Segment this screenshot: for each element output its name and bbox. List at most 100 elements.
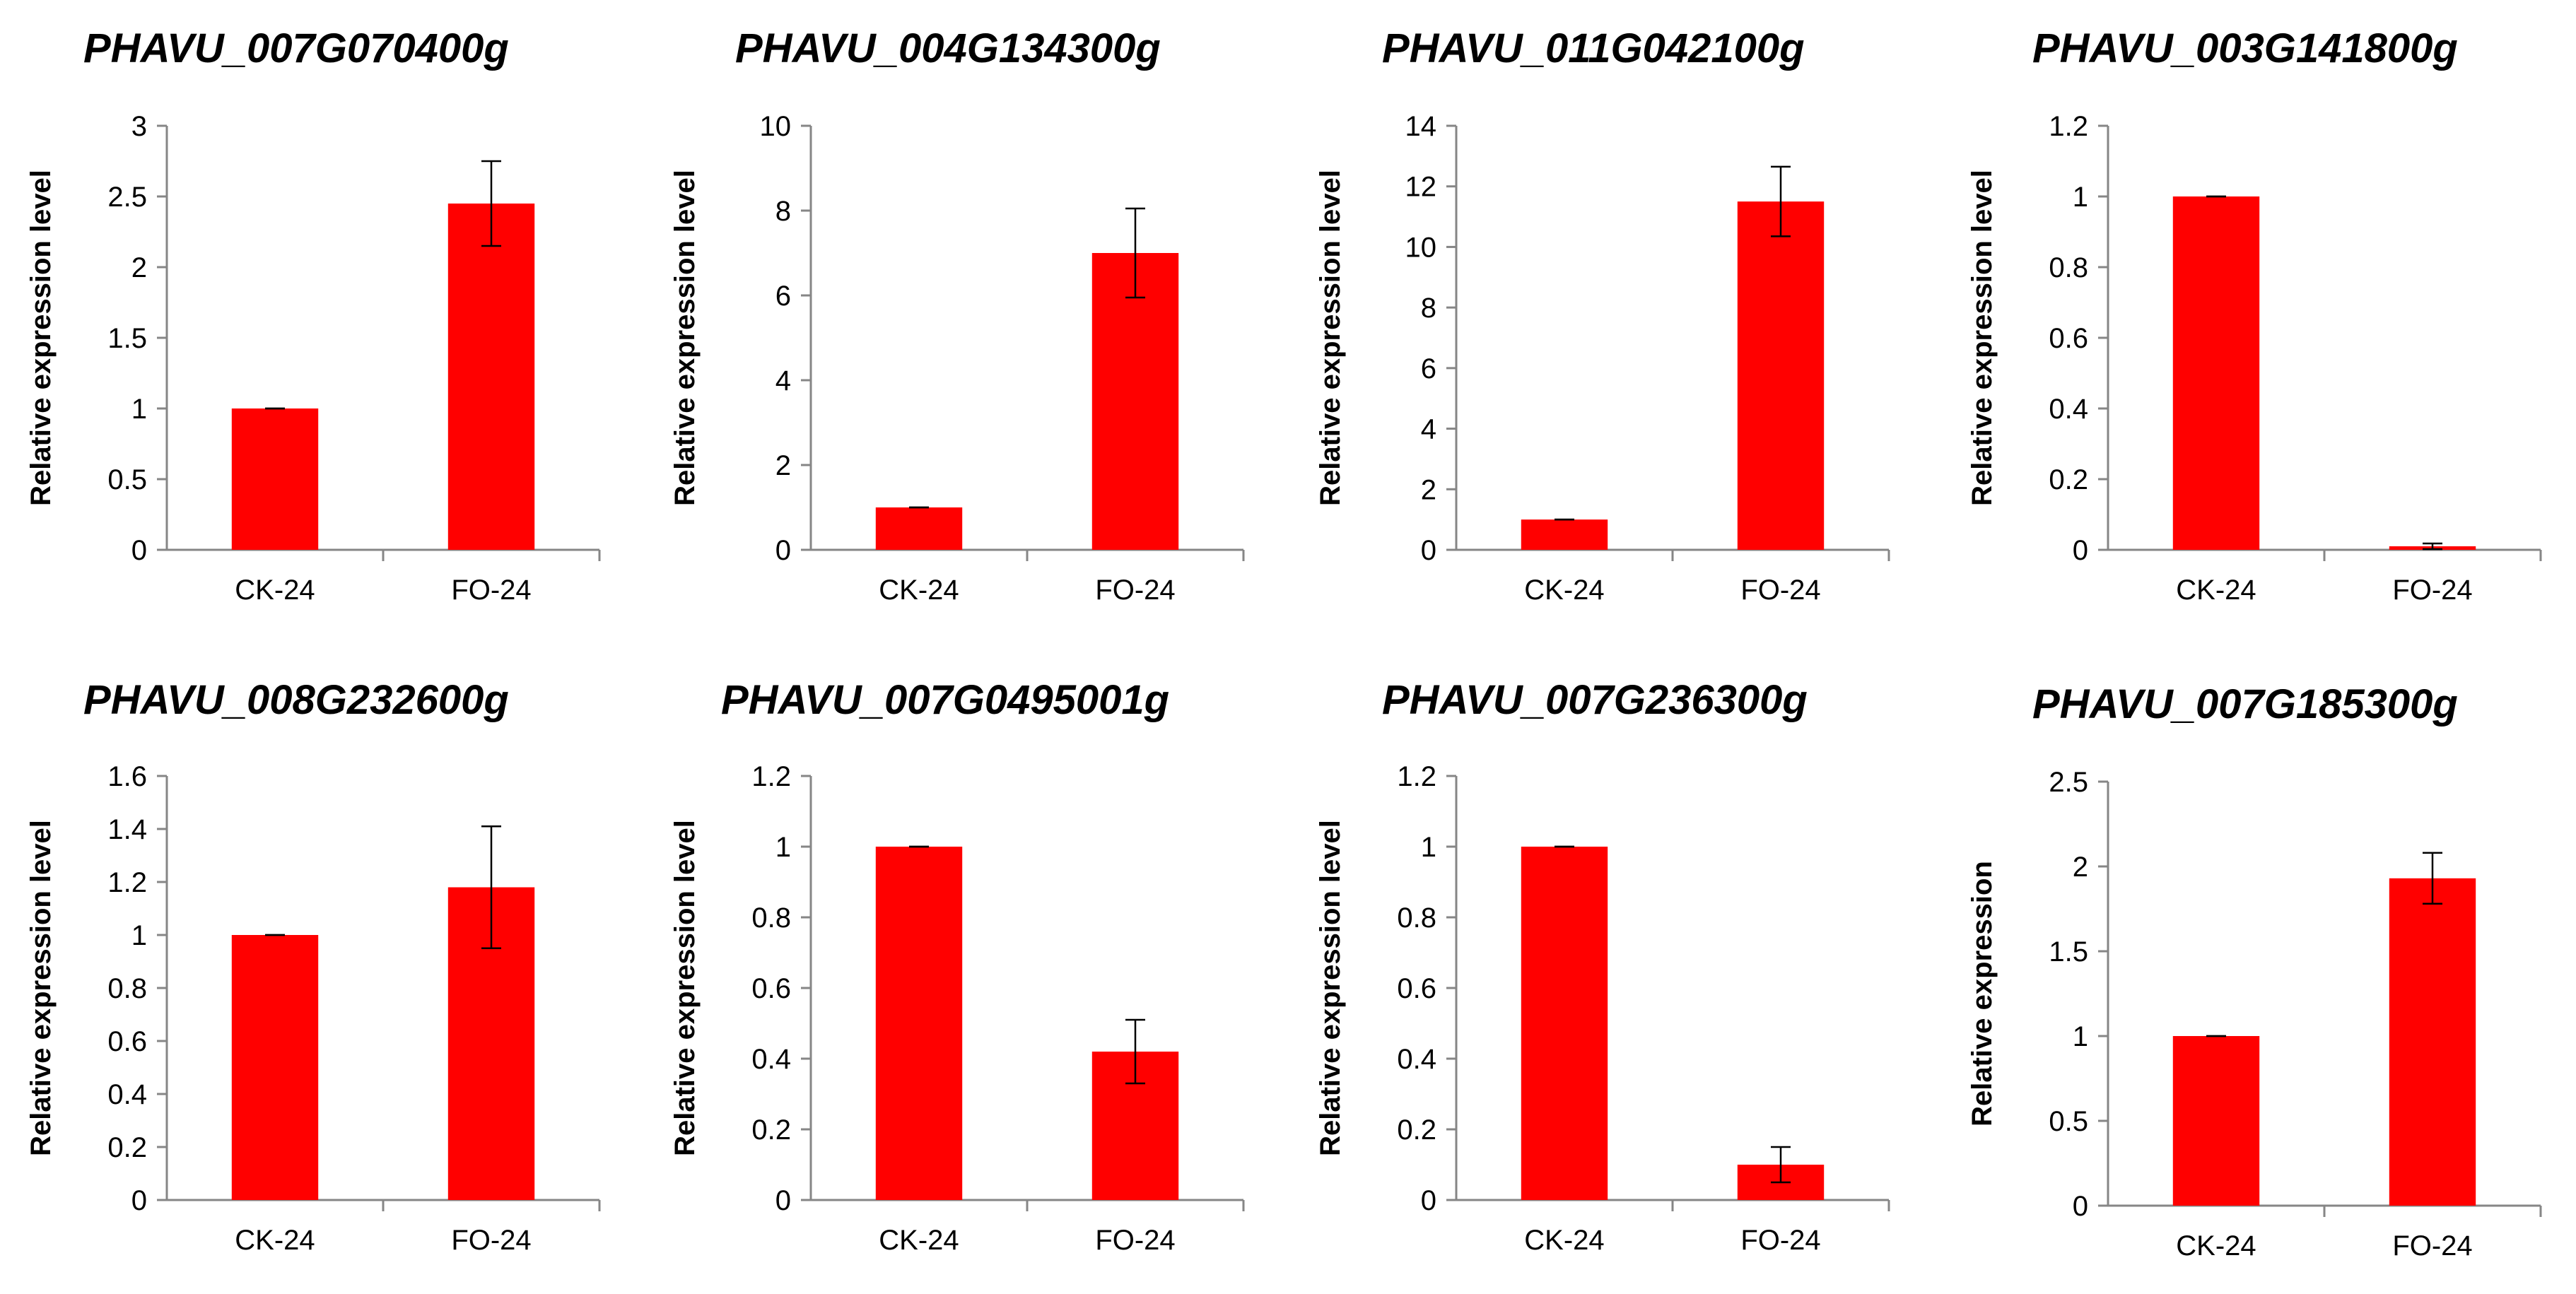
chart-panel: PHAVU_007G185300g Relative expression 0 0.5… [1967, 681, 2542, 1261]
y-tick-label: 2 [131, 252, 147, 283]
y-tick-label: 0 [775, 535, 791, 566]
y-tick-label: 0.2 [107, 1132, 147, 1163]
y-tick-label: 0 [1421, 535, 1436, 566]
x-category-label: CK-24 [2176, 575, 2256, 606]
x-category-label: FO-24 [1740, 1225, 1820, 1256]
y-tick-label: 1.2 [2049, 111, 2088, 142]
y-tick-label: 8 [1421, 293, 1436, 324]
y-tick-label: 0 [775, 1185, 791, 1216]
x-category-label: CK-24 [1524, 1225, 1604, 1256]
chart-panel: PHAVU_007G0495001g Relative expression le… [669, 677, 1245, 1256]
bar [231, 408, 319, 550]
chart-title: PHAVU_007G236300g [1382, 677, 1808, 723]
y-axis-label: Relative expression level [1315, 820, 1346, 1156]
y-tick-label: 0 [131, 535, 147, 566]
x-category-label: CK-24 [235, 1225, 315, 1256]
x-category-label: FO-24 [1095, 1225, 1175, 1256]
y-tick-label: 4 [1421, 414, 1436, 445]
y-tick-label: 0.5 [107, 464, 147, 495]
chart-title: PHAVU_007G185300g [2032, 681, 2458, 727]
y-tick-label: 0.2 [751, 1114, 791, 1146]
y-tick-label: 1 [2073, 182, 2088, 213]
y-tick-label: 1 [1421, 832, 1436, 863]
chart-title: PHAVU_003G141800g [2032, 25, 2458, 71]
y-tick-label: 0.8 [751, 902, 791, 934]
y-tick-label: 0.8 [107, 973, 147, 1004]
chart-title: PHAVU_004G134300g [735, 25, 1161, 71]
y-tick-label: 3 [131, 111, 147, 142]
y-tick-label: 0.4 [2049, 394, 2088, 425]
y-tick-label: 1 [775, 832, 791, 863]
y-tick-label: 0 [2073, 535, 2088, 566]
chart-title: PHAVU_011G042100g [1382, 25, 1805, 71]
y-axis-label: Relative expression level [25, 170, 57, 506]
bar [1091, 253, 1179, 550]
bar [1737, 201, 1825, 550]
y-tick-label: 0.6 [107, 1026, 147, 1057]
y-tick-label: 1 [131, 394, 147, 425]
y-tick-label: 0.8 [1397, 902, 1436, 934]
bar [1521, 847, 1608, 1200]
x-category-label: CK-24 [2176, 1230, 2256, 1261]
chart-title: PHAVU_007G070400g [83, 25, 509, 71]
y-tick-label: 2 [2073, 852, 2088, 883]
bar [875, 507, 963, 550]
bar [2389, 878, 2476, 1206]
y-tick-label: 2 [775, 450, 791, 481]
x-category-label: FO-24 [451, 575, 531, 606]
y-tick-label: 2 [1421, 474, 1436, 505]
y-tick-label: 1.5 [107, 323, 147, 354]
y-axis-label: Relative expression [1967, 861, 1998, 1127]
y-tick-label: 10 [760, 111, 792, 142]
y-tick-label: 1.2 [107, 867, 147, 898]
x-category-label: FO-24 [2392, 1230, 2472, 1261]
y-tick-label: 0.8 [2049, 252, 2088, 283]
x-category-label: FO-24 [1095, 575, 1175, 606]
y-tick-label: 0.2 [1397, 1114, 1436, 1146]
bar [447, 204, 535, 550]
y-tick-label: 12 [1405, 172, 1437, 203]
y-tick-label: 6 [1421, 353, 1436, 384]
y-tick-label: 1.2 [1397, 761, 1436, 792]
y-tick-label: 1.6 [107, 761, 147, 792]
y-tick-label: 0 [131, 1185, 147, 1216]
x-category-label: CK-24 [879, 1225, 959, 1256]
x-category-label: FO-24 [451, 1225, 531, 1256]
chart-panel: PHAVU_004G134300g Relative expression lev… [669, 25, 1245, 606]
y-tick-label: 0.4 [107, 1079, 147, 1110]
y-tick-label: 0.4 [1397, 1044, 1436, 1075]
y-tick-label: 0.6 [2049, 323, 2088, 354]
y-tick-label: 10 [1405, 232, 1437, 263]
y-axis-label: Relative expression level [1315, 170, 1346, 506]
x-category-label: CK-24 [1524, 575, 1604, 606]
x-category-label: FO-24 [1740, 575, 1820, 606]
x-category-label: CK-24 [879, 575, 959, 606]
y-tick-label: 1.4 [107, 814, 147, 845]
y-tick-label: 1.5 [2049, 936, 2088, 967]
y-axis-label: Relative expression level [25, 820, 57, 1156]
y-tick-label: 0.2 [2049, 464, 2088, 495]
y-tick-label: 1 [131, 920, 147, 951]
y-tick-label: 0.5 [2049, 1106, 2088, 1137]
y-tick-label: 6 [775, 281, 791, 312]
y-tick-label: 8 [775, 196, 791, 227]
bar [875, 847, 963, 1200]
y-tick-label: 0 [2073, 1191, 2088, 1222]
chart-title: PHAVU_008G232600g [83, 677, 509, 723]
chart-title: PHAVU_007G0495001g [721, 677, 1169, 723]
y-axis-label: Relative expression level [1967, 170, 1998, 506]
y-tick-label: 1 [2073, 1021, 2088, 1052]
chart-panel: PHAVU_011G042100g Relative expression lev… [1315, 25, 1890, 606]
x-category-label: CK-24 [235, 575, 315, 606]
y-tick-label: 1.2 [751, 761, 791, 792]
chart-panel: PHAVU_008G232600g Relative expression lev… [25, 677, 601, 1256]
bar [2172, 196, 2260, 550]
y-tick-label: 4 [775, 365, 791, 396]
y-tick-label: 0 [1421, 1185, 1436, 1216]
y-tick-label: 0.6 [1397, 973, 1436, 1004]
chart-panel: PHAVU_007G236300g Relative expression lev… [1315, 677, 1890, 1256]
chart-panel: PHAVU_007G070400g Relative expression lev… [25, 25, 601, 606]
y-axis-label: Relative expression level [669, 820, 701, 1156]
